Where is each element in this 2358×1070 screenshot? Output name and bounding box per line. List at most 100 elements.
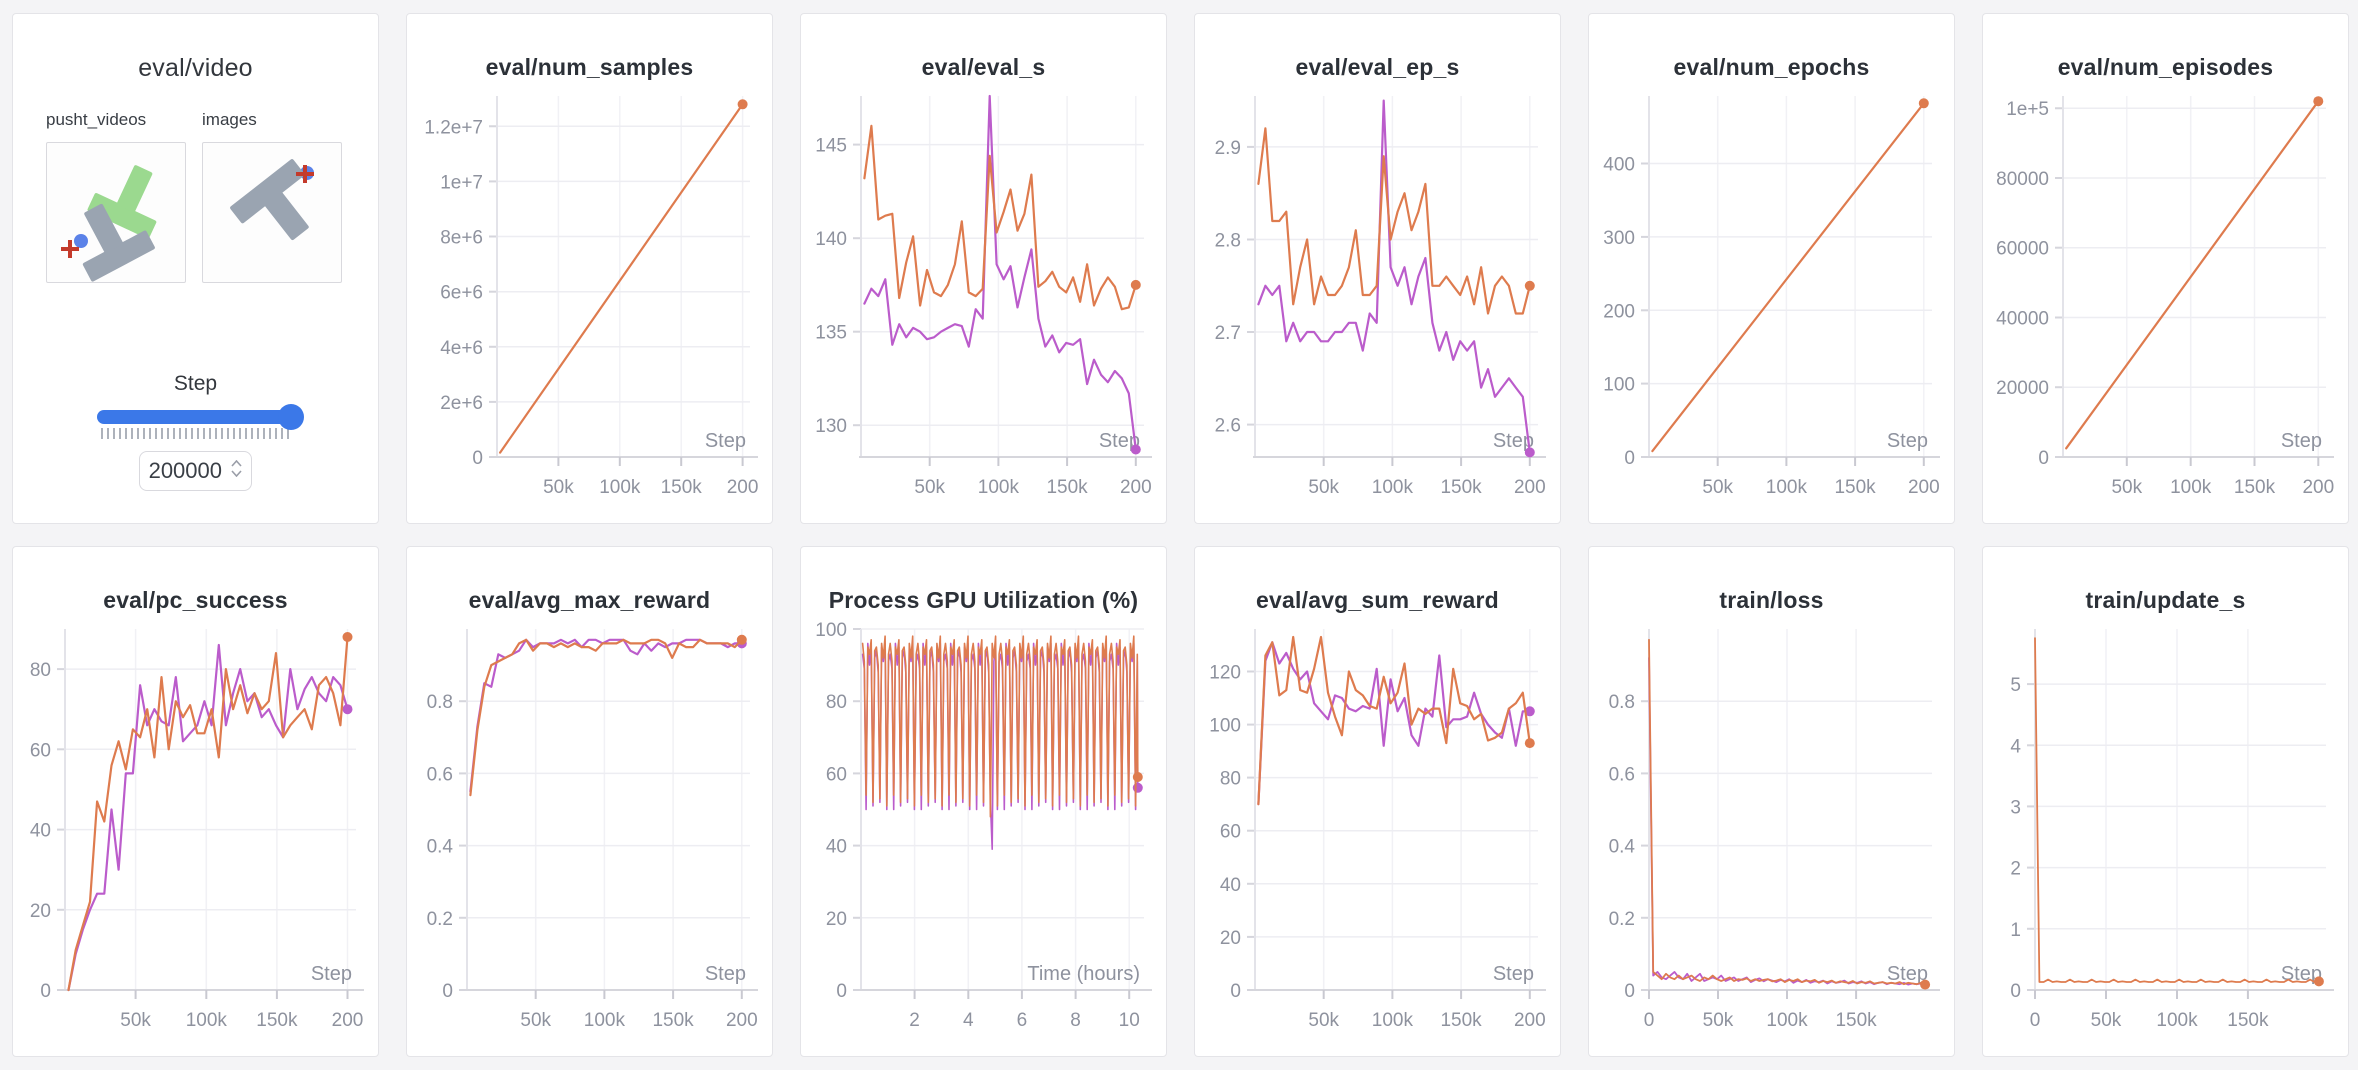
svg-text:0: 0	[2030, 1010, 2041, 1031]
svg-text:Step: Step	[2281, 430, 2322, 452]
svg-text:150k: 150k	[652, 1010, 694, 1031]
svg-text:40: 40	[30, 821, 51, 842]
svg-text:50k: 50k	[2111, 477, 2142, 498]
svg-text:0.2: 0.2	[427, 909, 453, 930]
svg-text:20: 20	[1220, 928, 1241, 949]
svg-text:8e+6: 8e+6	[440, 228, 483, 249]
svg-text:100k: 100k	[1766, 1010, 1808, 1031]
media-row: pusht_videos	[46, 110, 358, 283]
svg-text:4: 4	[2010, 736, 2021, 757]
svg-text:Step: Step	[1099, 430, 1140, 452]
svg-text:60: 60	[30, 740, 51, 761]
svg-text:100k: 100k	[978, 477, 1020, 498]
svg-text:1.2e+7: 1.2e+7	[424, 117, 483, 138]
chart-eval-avg-max-reward[interactable]: 0 0.2 0.4 0.6 0.8 50k 100k 150k 200 Step	[407, 617, 772, 1056]
svg-text:60: 60	[826, 764, 847, 785]
chart-train-loss[interactable]: 0 0.2 0.4 0.6 0.8 0 50k 100k 150k Step	[1589, 617, 1954, 1056]
svg-text:100k: 100k	[2156, 1010, 2198, 1031]
svg-text:60000: 60000	[1996, 239, 2049, 260]
chart-eval-avg-sum-reward[interactable]: 0 20 40 60 80 100 120 50k 100k 150k 200 Step	[1195, 617, 1560, 1056]
svg-text:80: 80	[30, 660, 51, 681]
step-slider-ruler	[100, 428, 291, 439]
svg-text:Step: Step	[1493, 430, 1534, 452]
svg-text:2.8: 2.8	[1215, 231, 1241, 252]
chart-eval-eval-s[interactable]: 130 135 140 145 50k 100k 150k 200 Step	[801, 84, 1166, 523]
svg-text:0: 0	[2038, 448, 2049, 469]
panel-eval-eval-s: eval/eval_s 130 135 140 145 50k 100k 150k 200 St…	[800, 13, 1167, 524]
svg-text:100: 100	[815, 620, 847, 641]
agent-dot	[74, 234, 88, 248]
panel-title: eval/num_episodes	[2057, 54, 2274, 80]
panel-eval-video: eval/video pusht_videos	[12, 13, 379, 524]
svg-text:135: 135	[815, 323, 847, 344]
svg-text:400: 400	[1603, 155, 1635, 176]
step-slider-thumb[interactable]	[277, 404, 304, 430]
panel-title: train/update_s	[2085, 587, 2246, 613]
svg-text:200: 200	[727, 477, 759, 498]
panel-title: train/loss	[1719, 587, 1824, 613]
chart-train-update-s[interactable]: 0 1 2 3 4 5 0 50k 100k 150k Step	[1983, 617, 2348, 1056]
pusht-scene-graphic	[61, 165, 157, 282]
step-control: Step	[13, 372, 378, 491]
panel-eval-num-epochs: eval/num_epochs 0 100 200 300 400 50k 100k 150k…	[1588, 13, 1955, 524]
svg-text:0.6: 0.6	[1609, 764, 1635, 785]
chart-eval-num-samples[interactable]: 0 2e+6 4e+6 6e+6 8e+6 1e+7 1.2e+7 50k 100k 150k 20…	[407, 84, 772, 523]
svg-text:50k: 50k	[2091, 1010, 2122, 1031]
svg-text:1e+7: 1e+7	[440, 172, 483, 193]
svg-text:150k: 150k	[2234, 477, 2276, 498]
panel-title: eval/num_epochs	[1673, 54, 1870, 80]
svg-text:Step: Step	[1887, 963, 1928, 985]
chevron-down-icon[interactable]	[231, 470, 242, 477]
svg-text:0.8: 0.8	[427, 692, 453, 713]
svg-text:50k: 50k	[1702, 477, 1733, 498]
svg-text:140: 140	[815, 229, 847, 250]
svg-text:50k: 50k	[1308, 1010, 1339, 1031]
svg-text:80: 80	[826, 692, 847, 713]
svg-text:2: 2	[909, 1010, 920, 1031]
chart-gpu-utilization[interactable]: 0 20 40 60 80 100 2 4 6 8 10 Time (hours)	[801, 617, 1166, 1056]
chart-eval-eval-ep-s[interactable]: 2.6 2.7 2.8 2.9 50k 100k 150k 200 Step	[1195, 84, 1560, 523]
svg-text:100: 100	[1209, 716, 1241, 737]
svg-text:300: 300	[1603, 228, 1635, 249]
svg-text:200: 200	[1120, 477, 1152, 498]
chevron-up-icon[interactable]	[231, 460, 242, 467]
svg-text:150k: 150k	[1835, 1010, 1877, 1031]
svg-text:80: 80	[1220, 769, 1241, 790]
svg-text:2.7: 2.7	[1215, 323, 1241, 344]
svg-text:50k: 50k	[520, 1010, 551, 1031]
svg-text:4e+6: 4e+6	[440, 338, 483, 359]
svg-text:150k: 150k	[1440, 1010, 1482, 1031]
step-slider-track[interactable]	[96, 410, 295, 424]
svg-text:100k: 100k	[1372, 1010, 1414, 1031]
svg-text:5: 5	[2010, 675, 2021, 696]
svg-text:200: 200	[726, 1010, 758, 1031]
chart-eval-num-epochs[interactable]: 0 100 200 300 400 50k 100k 150k 200 Step	[1589, 84, 1954, 523]
chart-eval-pc-success[interactable]: 0 20 40 60 80 50k 100k 150k 200 Step	[13, 617, 378, 1056]
svg-text:50k: 50k	[914, 477, 945, 498]
image-thumbnail[interactable]	[202, 142, 342, 283]
step-slider[interactable]	[96, 404, 304, 430]
media-cell-pusht-videos: pusht_videos	[46, 110, 186, 283]
svg-text:0: 0	[1624, 981, 1635, 1002]
svg-text:2e+6: 2e+6	[440, 393, 483, 414]
media-cell-images: images	[202, 110, 342, 283]
pusht-video-thumbnail[interactable]	[46, 142, 186, 283]
svg-text:50k: 50k	[1308, 477, 1339, 498]
chart-eval-num-episodes[interactable]: 0 20000 40000 60000 80000 1e+5 50k 100k 150k 200 S…	[1983, 84, 2348, 523]
svg-text:0.8: 0.8	[1609, 692, 1635, 713]
svg-text:Time (hours): Time (hours)	[1027, 963, 1140, 985]
svg-text:200: 200	[1908, 477, 1940, 498]
svg-text:40: 40	[826, 837, 847, 858]
svg-text:150k: 150k	[2227, 1010, 2269, 1031]
step-input[interactable]	[140, 452, 222, 490]
goal-cross	[61, 240, 79, 258]
media-label: pusht_videos	[46, 110, 147, 129]
svg-text:1: 1	[2010, 920, 2021, 941]
svg-text:0: 0	[1230, 981, 1241, 1002]
svg-text:20000: 20000	[1996, 378, 2049, 399]
svg-text:60: 60	[1220, 822, 1241, 843]
svg-text:200: 200	[1603, 301, 1635, 322]
step-spinner[interactable]	[231, 460, 242, 477]
step-input-box	[139, 451, 252, 491]
svg-text:150k: 150k	[661, 477, 703, 498]
